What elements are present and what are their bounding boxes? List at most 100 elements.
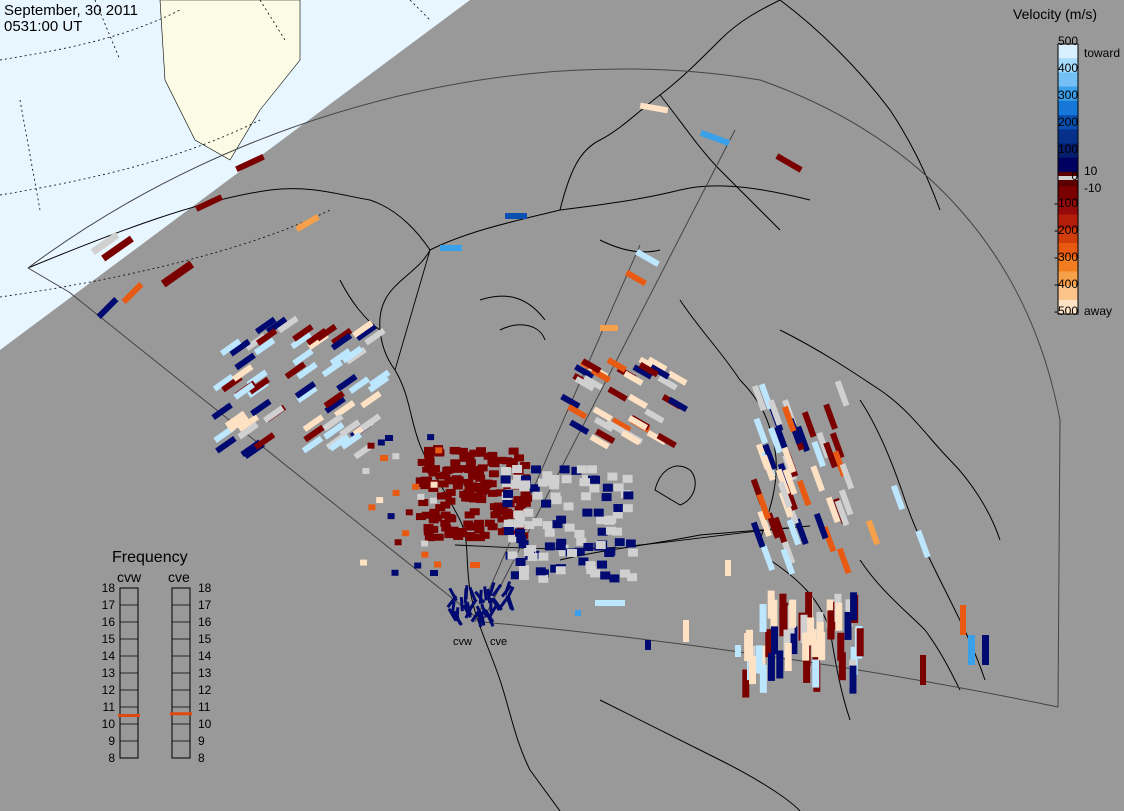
velocity-cell [619,569,630,578]
frequency-tick-right: 15 [198,632,212,646]
velocity-cell [428,516,439,524]
velocity-cell [424,451,435,459]
velocity-cell [782,468,798,496]
velocity-cell [492,507,503,515]
velocity-cell [794,518,809,546]
velocity-cell [524,547,535,556]
velocity-cell [580,492,591,501]
velocity-cell [564,523,575,532]
velocity-cell [444,531,455,539]
velocity-cell [779,593,787,622]
velocity-cell [574,547,585,556]
vel-tick-0: 0 [1071,169,1078,183]
velocity-cell [377,439,385,446]
velocity-cell [770,599,778,628]
velocity-cell [510,571,521,580]
toward-label: toward [1084,46,1121,60]
velocity-cell [507,551,518,560]
velocity-cell [385,435,393,441]
velocity-cell [490,511,501,519]
colorbar-segment [1058,228,1078,244]
velocity-cell [542,471,553,480]
velocity-cell [834,380,850,407]
velocity-cell [295,214,320,232]
velocity-cell [749,656,757,685]
frequency-tick-left: 8 [108,751,115,765]
vel-tick-minus300: -300 [1053,250,1078,264]
velocity-cell [612,527,623,536]
frequency-panel [118,587,192,759]
velocity-cell [890,484,906,511]
velocity-cell [489,460,500,468]
velocity-cell [435,447,443,454]
velocity-cell [488,581,496,597]
velocity-cell [656,432,677,449]
velocity-cell [735,645,741,657]
velocity-cell [446,595,458,609]
colorbar-segment [1058,44,1078,59]
velocity-cell [121,282,144,304]
velocity-cell [412,483,420,490]
velocity-cell [574,529,585,538]
velocity-cell [767,427,783,454]
velocity-cell [465,459,476,467]
frequency-tick-right: 17 [198,598,212,612]
frequency-tick-left: 9 [108,734,115,748]
velocity-colorbar [1057,43,1079,315]
velocity-cell [742,669,750,698]
velocity-cell [514,506,525,514]
velocity-cell [597,560,608,569]
velocity-cell [512,479,523,488]
velocity-cell [559,465,570,474]
colorbar-segment [1058,285,1078,301]
velocity-cell [421,540,429,547]
frequency-tick-left: 12 [101,683,115,697]
velocity-cell [477,612,483,628]
velocity-cell [960,605,966,635]
frequency-tick-left: 17 [101,598,115,612]
velocity-cell [505,511,516,519]
velocity-cell [544,542,555,551]
velocity-cell [424,457,435,465]
colorbar-segment [1058,129,1078,144]
velocity-cell [586,465,597,474]
velocity-cell [582,375,604,391]
velocity-cell [430,481,438,488]
velocity-cell [589,484,600,493]
velocity-cell [503,489,514,498]
velocity-cell [290,331,312,350]
velocity-cell [428,484,439,492]
velocity-cell [757,510,772,537]
velocity-cell [611,417,632,433]
velocity-cell [622,474,633,483]
velocity-cell [844,611,852,640]
velocity-cell [807,617,815,646]
velocity-cell [538,552,549,561]
velocity-cell [834,499,850,527]
velocity-cell [478,589,483,604]
velocity-cell [484,609,495,623]
velocity-cell [368,504,376,511]
velocity-cell [811,629,819,658]
velocity-cell [800,614,808,643]
velocity-cell [237,421,259,440]
frequency-tick-left: 14 [101,649,115,663]
velocity-cell [253,337,276,356]
velocity-cell [605,419,626,435]
velocity-cell [827,611,835,640]
velocity-cell [441,491,452,499]
velocity-cell [825,496,841,524]
velocity-cell [856,628,864,657]
velocity-cell [552,520,563,529]
velocity-cell [237,414,260,432]
velocity-cell [759,664,767,693]
velocity-cell [531,465,542,474]
velocity-cell [823,403,838,430]
velocity-cell [484,519,495,527]
velocity-cell [430,570,438,576]
borders [394,249,791,550]
velocity-cell [567,404,588,420]
velocity-cell [774,425,789,453]
